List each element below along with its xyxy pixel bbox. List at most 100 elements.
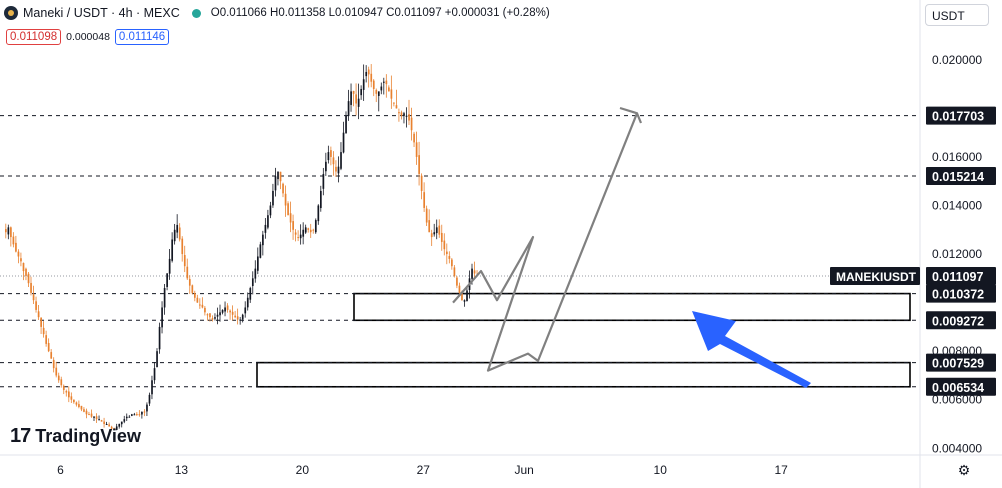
candle-body [471,268,473,279]
symbol-title[interactable]: Maneki / USDT · 4h · MEXC [23,6,180,20]
candle-body [375,89,378,94]
candle-body [156,351,158,368]
candle-body [40,317,42,327]
price-axis: 0.0200000.0160000.0140000.0120000.008000… [932,53,982,455]
coin-logo-icon [4,6,18,20]
candle-body [249,288,252,300]
candle-body [355,94,357,104]
candle-body [75,402,78,405]
candle-body [257,256,259,271]
candle-body [380,86,383,91]
candle-body [151,380,153,395]
candle-body [448,256,451,259]
candle-body [30,282,32,293]
candle-body [226,305,229,310]
candle-body [289,213,292,223]
candle-body [173,229,176,242]
price-tick-label: 0.014000 [932,199,982,213]
candle-body [7,227,10,235]
symbol-header: Maneki / USDT · 4h · MEXC O0.011066 H0.0… [4,4,550,22]
candle-body [352,90,355,94]
projection-line [452,112,639,372]
tradingview-logo: 17 TradingView [10,425,141,448]
candle-body [166,273,168,287]
candle-body [365,71,368,77]
candle-body [287,203,289,216]
candle-body [292,221,294,230]
candlestick-series [5,64,478,431]
candle-body [438,225,441,235]
candle-body [153,368,156,381]
candle-body [251,278,254,287]
candle-body [15,242,17,252]
price-label-box [926,106,996,125]
symbol-label-text: MANEKIUSDT [836,270,917,284]
candle-body [20,258,22,262]
candle-body [194,292,196,298]
sell-price-badge[interactable]: 0.011098 [6,29,62,45]
candle-body [246,297,249,308]
candle-body [413,133,415,143]
price-label-text: 0.006534 [932,381,984,395]
candle-body [100,420,103,422]
candle-body [191,285,194,293]
horizontal-price-lines [0,115,920,388]
blue-arrow [692,311,811,388]
candle-body [405,115,408,117]
candle-body [317,205,320,222]
candle-body [284,193,287,206]
currency-button[interactable]: USDT [925,4,989,26]
price-tick-label: 0.006000 [932,393,982,407]
candle-body [141,411,143,415]
candle-body [95,416,98,420]
candle-body [367,69,370,75]
candle-body [264,224,267,233]
settings-gear-icon[interactable]: ⚙ [957,462,971,478]
candle-body [110,426,113,429]
candle-body [186,266,189,279]
candle-body [312,229,315,231]
candle-body [83,409,85,412]
candle-body [294,232,297,235]
candle-body [108,424,111,427]
candle-body [458,285,461,293]
candle-body [93,416,95,418]
candle-body [105,424,108,426]
candle-body [201,304,204,308]
candle-body [383,81,385,83]
candle-body [146,404,148,412]
candle-body [428,220,431,233]
candle-body [272,190,274,206]
candle-body [221,309,224,313]
candle-body [138,414,141,416]
price-label-text: 0.017703 [932,110,984,124]
candle-body [466,290,468,301]
candle-body [123,419,126,422]
candle-body [148,394,151,404]
candle-body [332,157,335,165]
candle-body [204,307,206,313]
tradingview-mark-icon: 17 [10,425,31,447]
candle-body [372,80,375,89]
candle-body [377,91,380,96]
candle-body [78,404,80,408]
candle-body [88,414,90,416]
candle-body [47,342,50,352]
time-axis: 6 13 20 27 Jun 10 17 [57,463,788,477]
candle-body [415,142,418,157]
candle-body [176,224,179,233]
price-tick-label: 0.012000 [932,247,982,261]
candle-body [27,273,30,284]
candle-body [408,114,410,121]
candle-body [62,385,65,391]
price-label-box [926,353,996,372]
candle-body [57,375,60,381]
candle-body [68,391,70,398]
price-label-box [926,311,996,330]
candle-body [113,428,116,430]
buy-price-badge[interactable]: 0.011146 [114,29,170,45]
tradingview-wordmark: TradingView [35,426,141,446]
candle-body [259,244,262,258]
